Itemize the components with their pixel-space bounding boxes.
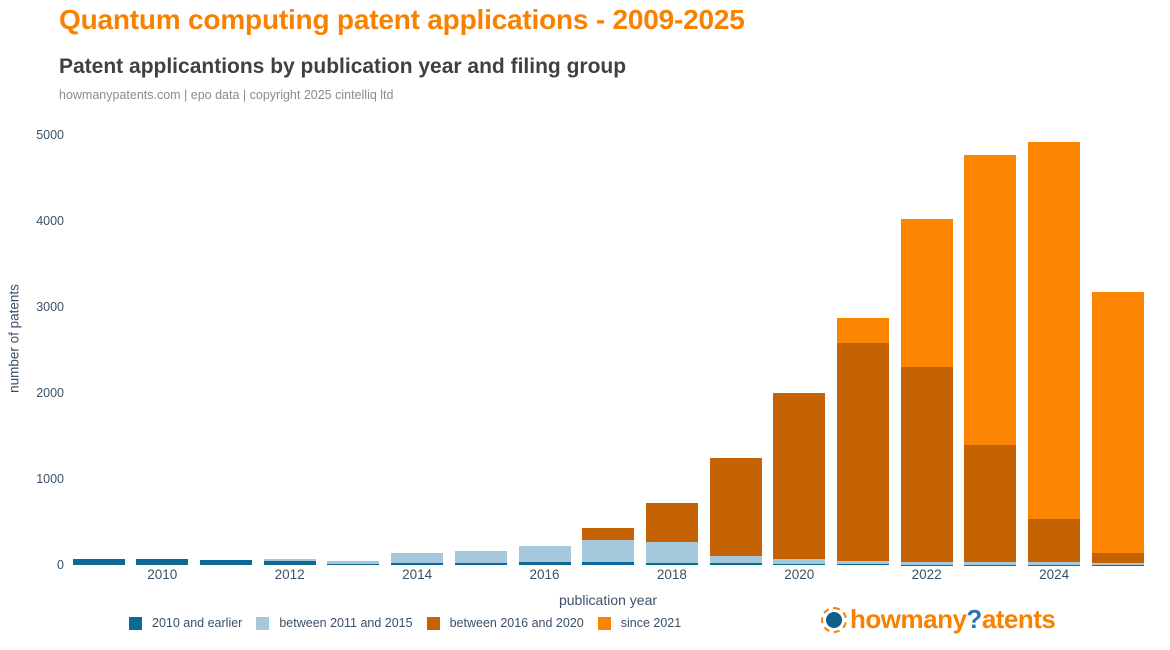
- legend-label: since 2021: [620, 616, 682, 630]
- bar-2020: [773, 393, 826, 565]
- chart-subtitle: Patent applicantions by publication year…: [59, 55, 627, 78]
- bar-segment-2025-s2: [1091, 553, 1144, 563]
- legend-label: between 2011 and 2015: [279, 616, 413, 630]
- bar-segment-2017-s2: [582, 528, 635, 541]
- y-tick-label: 4000: [36, 214, 64, 228]
- legend-swatch-icon: [597, 616, 611, 630]
- legend-label: 2010 and earlier: [152, 616, 243, 630]
- bar-segment-2024-s3: [1028, 141, 1081, 519]
- bar-segment-2021-s3: [837, 318, 889, 344]
- brand-logo-sun-icon: [821, 606, 847, 633]
- bar-segment-2012-s1: [263, 558, 316, 562]
- y-tick-label: 3000: [36, 300, 64, 314]
- bar-segment-2025-s1: [1091, 562, 1144, 565]
- legend-label: between 2016 and 2020: [449, 616, 584, 630]
- bar-2012: [263, 558, 316, 565]
- x-tick-label: 2024: [1039, 567, 1070, 582]
- legend-item: between 2016 and 2020: [426, 616, 584, 630]
- bar-segment-2019-s2: [709, 458, 762, 556]
- y-tick-label: 2000: [36, 386, 64, 400]
- legend: 2010 and earlier between 2011 and 2015 bet…: [129, 616, 681, 630]
- chart-title: Quantum computing patent applications - …: [59, 4, 745, 35]
- legend-item: since 2021: [597, 616, 682, 630]
- bar-segment-2014-s0: [391, 562, 444, 565]
- bar-2014: [391, 553, 444, 565]
- bar-segment-2009-s0: [72, 558, 125, 565]
- bar-2018: [645, 502, 698, 565]
- bar-segment-2023-s3: [964, 154, 1017, 445]
- bar-segment-2015-s0: [454, 563, 507, 565]
- brand-logo-circle: [826, 611, 842, 628]
- bar-segment-2016-s0: [518, 562, 571, 565]
- bar-segment-2021-s2: [837, 343, 889, 562]
- x-tick-label: 2018: [656, 567, 687, 582]
- x-tick-label: 2022: [911, 567, 942, 582]
- bar-segment-2019-s0: [709, 562, 762, 565]
- y-tick-label: 1000: [36, 472, 64, 486]
- logo-part-question-mark: ?: [966, 604, 982, 634]
- source-attribution: howmanypatents.com | epo data | copyrigh…: [59, 88, 394, 102]
- bar-2025: [1091, 292, 1144, 565]
- bar-segment-2023-s2: [964, 444, 1017, 562]
- bar-2024: [1028, 141, 1081, 565]
- x-axis-title: publication year: [558, 592, 658, 608]
- bar-segment-2021-s1: [837, 561, 889, 565]
- x-tick-label: 2016: [529, 567, 560, 582]
- bar-segment-2018-s1: [645, 541, 698, 563]
- bar-segment-2023-s1: [964, 562, 1017, 565]
- y-axis-title: number of patents: [6, 284, 22, 393]
- legend-swatch-icon: [426, 616, 440, 630]
- bar-segment-2022-s2: [900, 366, 953, 562]
- y-tick-label: 5000: [36, 128, 64, 142]
- bar-segment-2020-s2: [773, 393, 826, 560]
- y-tick-label: 0: [57, 558, 64, 572]
- bar-segment-2013-s1: [327, 561, 380, 565]
- bar-2011: [200, 560, 252, 565]
- bar-2016: [518, 546, 571, 565]
- legend-item: between 2011 and 2015: [256, 616, 413, 630]
- bar-2019: [709, 458, 762, 565]
- bar-2017: [582, 528, 635, 565]
- bar-segment-2017-s1: [582, 540, 635, 563]
- bar-segment-2011-s0: [200, 560, 252, 565]
- bar-segment-2018-s0: [645, 562, 698, 565]
- x-tick-label: 2014: [402, 567, 433, 582]
- bar-segment-2020-s0: [773, 564, 826, 565]
- bar-segment-2013-s0: [327, 564, 380, 565]
- x-tick-label: 2020: [784, 567, 815, 582]
- bar-segment-2014-s1: [391, 553, 444, 563]
- bar-segment-2016-s1: [518, 546, 571, 563]
- brand-logo-text: howmany?atents: [850, 604, 1056, 635]
- logo-part-atents: atents: [981, 604, 1056, 634]
- bar-segment-2012-s0: [263, 561, 316, 565]
- bar-segment-2018-s2: [645, 502, 698, 542]
- bar-2022: [900, 218, 953, 565]
- bar-2009: [72, 558, 125, 565]
- bar-2023: [964, 154, 1017, 565]
- bar-2021: [837, 318, 889, 565]
- bar-segment-2024-s2: [1028, 518, 1081, 563]
- bar-segment-2022-s1: [900, 561, 953, 565]
- logo-part-howmany: howmany: [850, 604, 967, 634]
- bar-segment-2021-s0: [837, 564, 889, 565]
- bar-2010: [136, 558, 189, 565]
- brand-logo[interactable]: howmany?atents: [821, 604, 1056, 635]
- bar-segment-2020-s1: [773, 559, 826, 565]
- legend-swatch-icon: [129, 616, 142, 630]
- bar-segment-2024-s1: [1028, 562, 1081, 565]
- bar-segment-2019-s1: [709, 555, 762, 563]
- bar-2015: [454, 550, 507, 565]
- bar-segment-2017-s0: [582, 562, 635, 565]
- bar-segment-2022-s3: [900, 218, 953, 367]
- x-tick-label: 2012: [274, 567, 305, 582]
- legend-item: 2010 and earlier: [129, 616, 242, 630]
- bar-2013: [327, 561, 380, 565]
- legend-swatch-icon: [256, 616, 270, 630]
- bar-segment-2010-s0: [136, 558, 189, 565]
- bar-segment-2015-s1: [454, 550, 507, 564]
- x-tick-label: 2010: [147, 567, 178, 582]
- bar-segment-2025-s3: [1091, 292, 1144, 553]
